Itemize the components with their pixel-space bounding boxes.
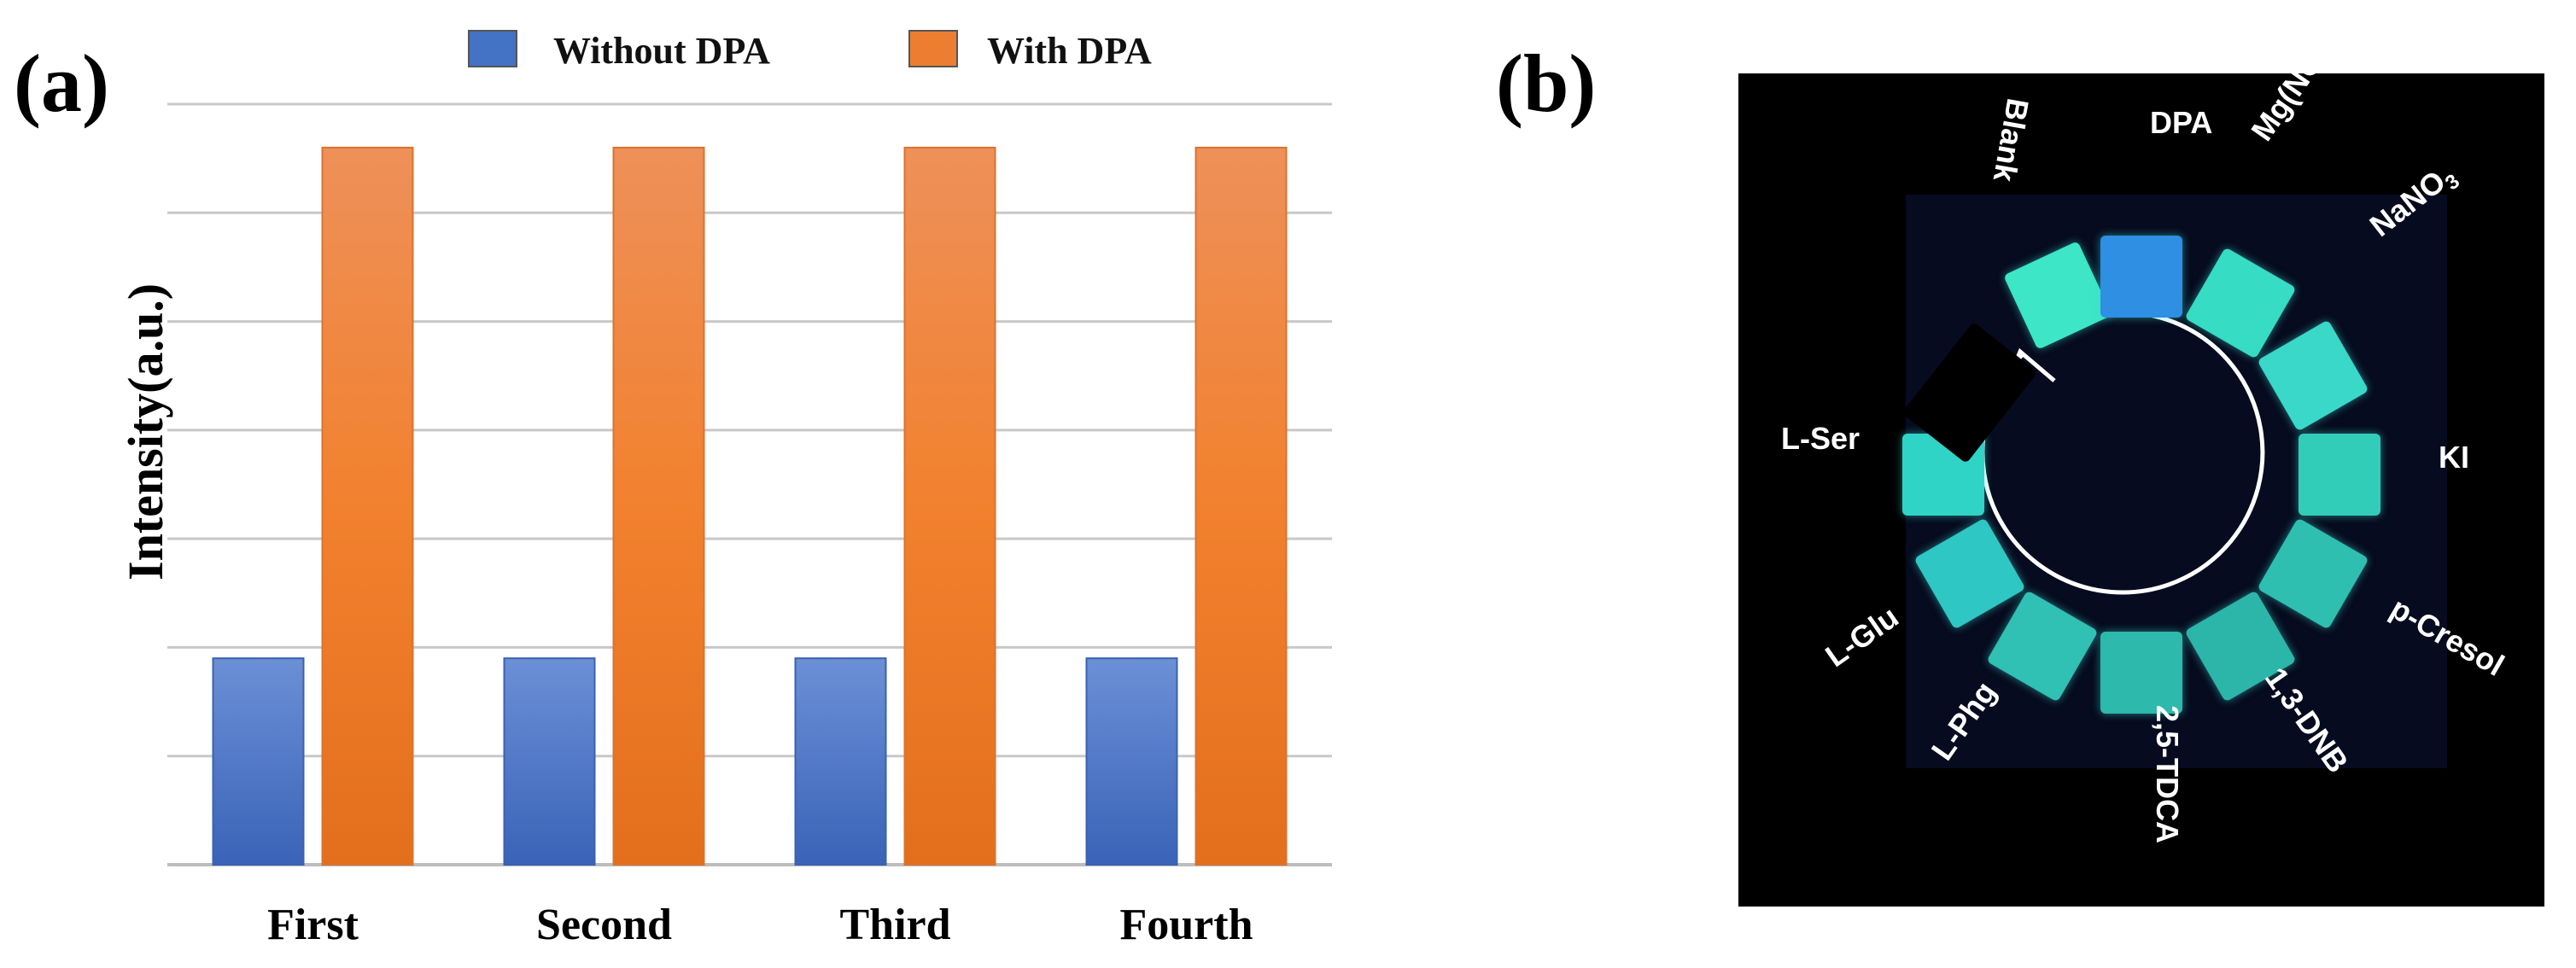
- legend-label-without-dpa: Without DPA: [553, 30, 770, 72]
- test-strip-ki: [2299, 434, 2380, 516]
- bar-without-dpa-first: [212, 657, 305, 866]
- test-strip-dpa: [2100, 236, 2182, 318]
- panel-a-label: (a): [14, 38, 109, 129]
- test-strip-2-5-tdca: [2100, 632, 2182, 714]
- panel-b-label: (b): [1496, 38, 1597, 129]
- label-ki: KI: [2439, 440, 2469, 475]
- x-tick-label-third: Third: [839, 901, 950, 949]
- legend-label-with-dpa: With DPA: [987, 30, 1152, 72]
- x-tick-label-second: Second: [536, 901, 672, 949]
- label-dpa: DPA: [2150, 105, 2213, 140]
- bar-chart: First Second Third Fourth: [167, 102, 1332, 949]
- bar-with-dpa-fourth: [1195, 146, 1288, 866]
- bar-without-dpa-third: [794, 657, 887, 866]
- legend-swatch-without-dpa: [468, 30, 517, 67]
- x-tick-label-fourth: Fourth: [1120, 901, 1253, 949]
- bar-with-dpa-first: [321, 146, 414, 866]
- label-l-ser: L-Ser: [1781, 421, 1860, 456]
- bar-with-dpa-third: [903, 146, 996, 866]
- legend-swatch-with-dpa: [908, 30, 958, 67]
- label-2-5-tdca: 2,5-TDCA: [2150, 705, 2185, 844]
- test-strip-photo: Blank DPA Mg(NO3)2 NaNO3 KI p-Cresol 1,3…: [1738, 26, 2544, 907]
- x-tick-label-first: First: [267, 901, 359, 949]
- bar-without-dpa-second: [503, 657, 596, 866]
- bar-without-dpa-fourth: [1085, 657, 1178, 866]
- bar-with-dpa-second: [612, 146, 705, 866]
